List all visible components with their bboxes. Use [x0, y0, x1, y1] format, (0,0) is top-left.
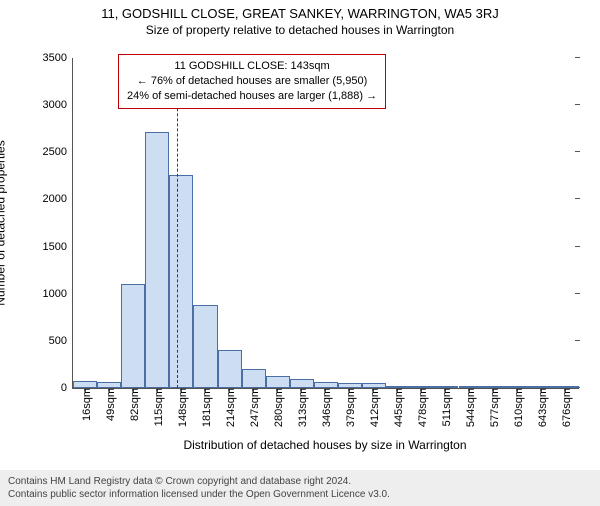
x-tick-label: 445sqm [389, 388, 405, 427]
callout-line-2: ← 76% of detached houses are smaller (5,… [127, 74, 377, 89]
x-tick-label: 610sqm [509, 388, 525, 427]
y-tick-mark [575, 340, 580, 341]
histogram-bar [242, 369, 266, 388]
x-tick-label: 16sqm [77, 388, 93, 421]
x-tick-label: 49sqm [101, 388, 117, 421]
histogram-bar [531, 386, 555, 388]
histogram-bar [483, 386, 507, 388]
histogram-bar [459, 386, 483, 388]
histogram-bar [73, 381, 97, 388]
x-tick-label: 247sqm [245, 388, 261, 427]
histogram-bar [218, 350, 242, 388]
y-tick-mark [575, 104, 580, 105]
x-tick-label: 676sqm [557, 388, 573, 427]
x-tick-label: 643sqm [533, 388, 549, 427]
y-tick-mark [575, 151, 580, 152]
histogram-bar [193, 305, 217, 388]
x-tick-label: 214sqm [221, 388, 237, 427]
callout-line-3: 24% of semi-detached houses are larger (… [127, 89, 377, 104]
histogram-bar [338, 383, 362, 388]
footer-line-2: Contains public sector information licen… [8, 488, 592, 501]
y-tick-label: 2000 [43, 193, 73, 205]
callout-box: 11 GODSHILL CLOSE: 143sqm ← 76% of detac… [118, 54, 386, 109]
y-tick-label: 500 [49, 335, 73, 347]
histogram-bar [386, 386, 410, 388]
x-tick-label: 577sqm [485, 388, 501, 427]
histogram-bar [169, 175, 193, 388]
x-tick-label: 181sqm [197, 388, 213, 427]
x-tick-label: 82sqm [125, 388, 141, 421]
histogram-bar [507, 386, 531, 388]
y-tick-label: 1000 [43, 288, 73, 300]
histogram-bar [145, 132, 169, 388]
x-tick-label: 478sqm [413, 388, 429, 427]
histogram-bar [121, 284, 145, 388]
y-tick-label: 3500 [43, 52, 73, 64]
chart-container: 11, GODSHILL CLOSE, GREAT SANKEY, WARRIN… [0, 6, 600, 506]
histogram-bar [410, 386, 434, 388]
y-axis-label: Number of detached properties [0, 140, 7, 305]
footer-line-1: Contains HM Land Registry data © Crown c… [8, 475, 592, 488]
y-tick-label: 0 [61, 382, 73, 394]
x-tick-label: 280sqm [269, 388, 285, 427]
x-tick-label: 412sqm [365, 388, 381, 427]
x-axis-label: Distribution of detached houses by size … [72, 438, 578, 452]
x-tick-label: 313sqm [293, 388, 309, 427]
histogram-bar [97, 382, 121, 388]
y-tick-mark [575, 293, 580, 294]
title-sub: Size of property relative to detached ho… [0, 23, 600, 37]
histogram-bar [555, 386, 579, 388]
callout-line-1: 11 GODSHILL CLOSE: 143sqm [127, 59, 377, 74]
y-tick-label: 2500 [43, 146, 73, 158]
histogram-bar [434, 386, 458, 388]
y-tick-mark [575, 198, 580, 199]
histogram-bar [266, 376, 290, 388]
x-tick-label: 148sqm [173, 388, 189, 427]
histogram-bar [314, 382, 338, 388]
y-tick-mark [575, 57, 580, 58]
x-tick-label: 115sqm [149, 388, 165, 426]
footer: Contains HM Land Registry data © Crown c… [0, 470, 600, 506]
x-tick-label: 379sqm [341, 388, 357, 427]
y-tick-label: 3000 [43, 99, 73, 111]
histogram-bar [290, 379, 314, 388]
y-tick-label: 1500 [43, 241, 73, 253]
y-tick-mark [575, 246, 580, 247]
histogram-bar [362, 383, 386, 388]
x-tick-label: 544sqm [461, 388, 477, 427]
title-main: 11, GODSHILL CLOSE, GREAT SANKEY, WARRIN… [0, 6, 600, 21]
x-tick-label: 511sqm [437, 388, 453, 426]
x-tick-label: 346sqm [317, 388, 333, 427]
